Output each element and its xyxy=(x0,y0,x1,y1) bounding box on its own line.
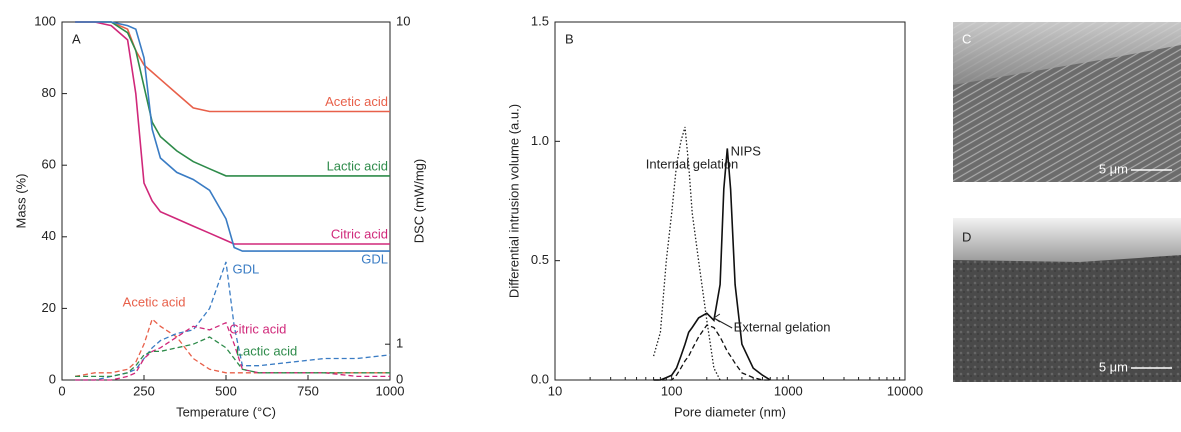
scale-bar-label: 5 μm xyxy=(1099,161,1128,176)
scale-bar-label: 5 μm xyxy=(1099,359,1128,374)
y-tick-label: 0.0 xyxy=(531,371,549,386)
x-tick-label: 500 xyxy=(215,383,237,398)
y2-tick-label: 1 xyxy=(396,336,403,351)
y-axis-label: Mass (%) xyxy=(13,174,28,229)
series-line xyxy=(75,21,390,245)
x-tick-label: 10000 xyxy=(887,383,923,398)
panel-label: C xyxy=(962,31,971,46)
x-axis-label: Temperature (°C) xyxy=(176,404,276,419)
x-tick-label: 750 xyxy=(297,383,319,398)
series-label: Acetic acid xyxy=(123,294,186,309)
series-label: NIPS xyxy=(731,143,762,158)
y-tick-label: 1.5 xyxy=(531,13,549,28)
y2-tick-label: 0 xyxy=(396,371,403,386)
series-label: Lactic acid xyxy=(327,158,388,173)
x-tick-label: 1000 xyxy=(376,383,405,398)
x-tick-label: 0 xyxy=(58,383,65,398)
panel-label: A xyxy=(72,31,81,46)
plot-frame xyxy=(61,21,391,381)
y-tick-label: 40 xyxy=(42,228,56,243)
series-line xyxy=(652,126,721,381)
image-c: C 5 μm xyxy=(953,22,1181,182)
y-tick-label: 0 xyxy=(49,371,56,386)
series-line xyxy=(75,336,390,378)
y-tick-label: 100 xyxy=(34,13,56,28)
x-tick-label: 10 xyxy=(548,383,562,398)
series-line xyxy=(653,324,771,381)
series-label: Acetic acid xyxy=(325,94,388,109)
x-axis-label: Pore diameter (nm) xyxy=(674,404,786,419)
y-tick-label: 20 xyxy=(42,300,56,315)
y-tick-label: 60 xyxy=(42,157,56,172)
series-line xyxy=(75,21,390,113)
y-tick-label: 80 xyxy=(42,85,56,100)
plot-frame xyxy=(554,21,906,381)
y-tick-label: 1.0 xyxy=(531,133,549,148)
x-tick-label: 250 xyxy=(133,383,155,398)
series-label: GDL xyxy=(233,261,260,276)
series-line xyxy=(75,321,390,381)
series-label: Internal gelation xyxy=(646,156,739,171)
series-line xyxy=(75,21,390,252)
y-axis-label: Differential intrusion volume (a.u.) xyxy=(506,104,521,298)
series-label: GDL xyxy=(361,252,388,267)
image-d: D 5 μm xyxy=(953,218,1181,382)
series-label: Lactic acid xyxy=(236,343,297,358)
series-label: External gelation xyxy=(734,319,831,334)
series-line xyxy=(653,148,771,381)
x-tick-label: 100 xyxy=(661,383,683,398)
y2-tick-label: 10 xyxy=(396,13,410,28)
annotation-arrow xyxy=(713,313,733,329)
series-label: Citric acid xyxy=(229,321,286,336)
y-tick-label: 0.5 xyxy=(531,252,549,267)
x-tick-label: 1000 xyxy=(774,383,803,398)
y2-axis-label: DSC (mW/mg) xyxy=(411,159,426,244)
panel-label: B xyxy=(565,31,574,46)
panel-label: D xyxy=(962,229,971,244)
series-line xyxy=(75,21,390,177)
series-label: Citric acid xyxy=(331,226,388,241)
